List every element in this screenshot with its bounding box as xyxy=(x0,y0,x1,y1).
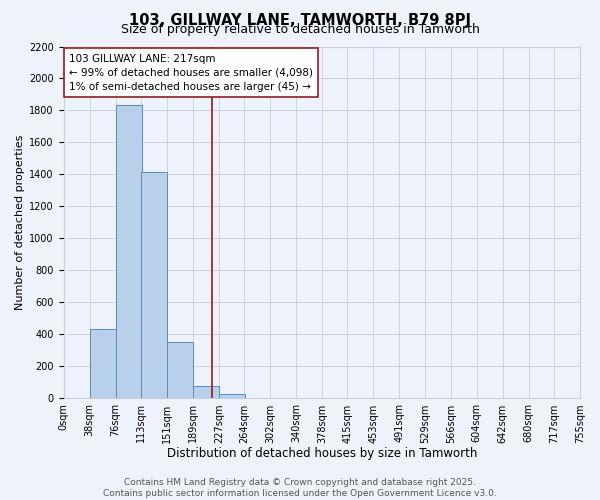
Bar xyxy=(141,172,167,398)
Bar xyxy=(116,105,142,399)
X-axis label: Distribution of detached houses by size in Tamworth: Distribution of detached houses by size … xyxy=(167,447,477,460)
Y-axis label: Number of detached properties: Number of detached properties xyxy=(15,135,25,310)
Bar xyxy=(89,329,116,398)
Bar xyxy=(219,394,245,398)
Text: 103, GILLWAY LANE, TAMWORTH, B79 8PJ: 103, GILLWAY LANE, TAMWORTH, B79 8PJ xyxy=(129,12,471,28)
Bar xyxy=(193,386,219,398)
Bar xyxy=(167,342,193,398)
Text: Size of property relative to detached houses in Tamworth: Size of property relative to detached ho… xyxy=(121,22,479,36)
Text: 103 GILLWAY LANE: 217sqm
← 99% of detached houses are smaller (4,098)
1% of semi: 103 GILLWAY LANE: 217sqm ← 99% of detach… xyxy=(69,54,313,92)
Text: Contains HM Land Registry data © Crown copyright and database right 2025.
Contai: Contains HM Land Registry data © Crown c… xyxy=(103,478,497,498)
